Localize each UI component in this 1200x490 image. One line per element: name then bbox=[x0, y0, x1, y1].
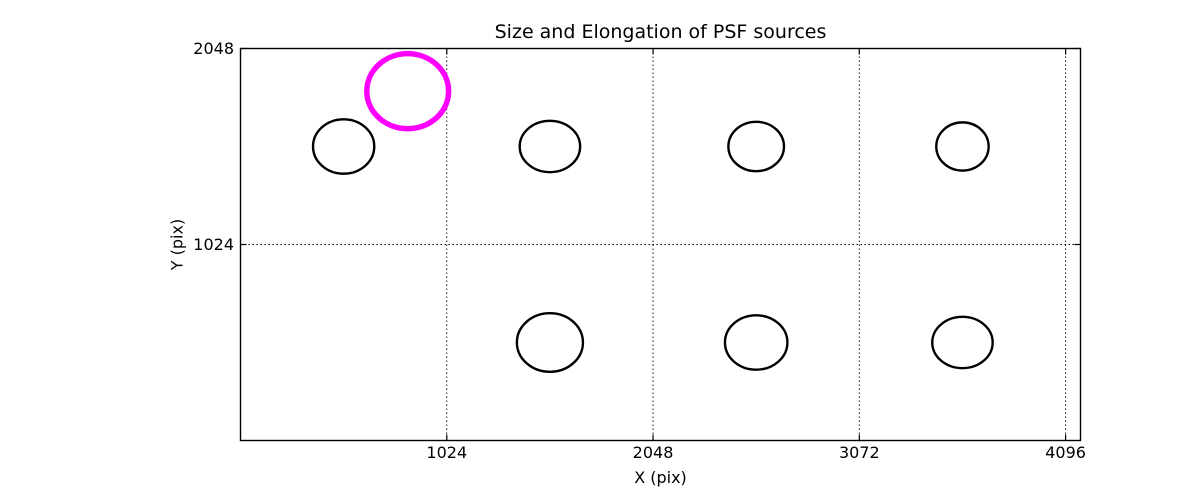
x-tick-label-4096: 4096 bbox=[1045, 443, 1086, 462]
psf-ellipse bbox=[723, 314, 789, 371]
x-axis-label: X (pix) bbox=[634, 468, 687, 487]
psf-ellipse bbox=[935, 121, 990, 172]
psf-ellipse bbox=[311, 118, 376, 175]
psf-ellipse bbox=[518, 119, 582, 174]
psf-ellipse bbox=[727, 120, 786, 173]
tick-labels-layer: 1024 2048 3072 4096 1024 2048 bbox=[193, 39, 1086, 462]
y-tick-label-2048: 2048 bbox=[193, 39, 234, 58]
psf-ellipse bbox=[931, 315, 994, 370]
chart-title: Size and Elongation of PSF sources bbox=[495, 21, 827, 43]
y-tick-label-1024: 1024 bbox=[193, 235, 234, 254]
y-axis-label: Y (pix) bbox=[168, 219, 187, 271]
x-tick-label-2048: 2048 bbox=[633, 443, 674, 462]
highlighted-psf-ellipse bbox=[364, 50, 452, 132]
gridlines-layer bbox=[240, 48, 1081, 441]
x-tick-label-3072: 3072 bbox=[839, 443, 880, 462]
x-tick-label-1024: 1024 bbox=[426, 443, 467, 462]
psf-ellipse bbox=[515, 312, 585, 373]
ticks-layer bbox=[240, 47, 1081, 441]
ellipses-layer bbox=[311, 50, 994, 373]
